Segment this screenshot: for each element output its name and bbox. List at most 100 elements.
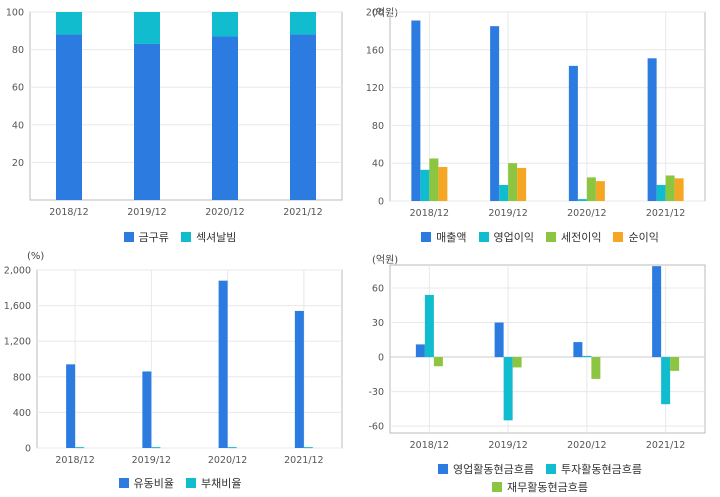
bar-투자활동현금흐름 xyxy=(503,357,513,421)
legend-top-left: 금구류 섹셔날빔 xyxy=(0,229,360,247)
y-tick-label: 30 xyxy=(372,318,384,329)
y-tick-label: 200 xyxy=(366,8,384,19)
legend-swatch xyxy=(438,464,449,474)
legend-item[interactable]: 세전이익 xyxy=(546,229,601,245)
y-tick-label: 800 xyxy=(13,372,31,383)
y-tick-label: 1,200 xyxy=(4,337,31,348)
bar-영업이익 xyxy=(499,184,509,201)
bar-금구류 xyxy=(212,36,238,200)
bar-부채비율 xyxy=(75,447,85,449)
legend-item[interactable]: 영업활동현금흐름 xyxy=(438,461,534,477)
y-tick-label: 0 xyxy=(378,197,384,208)
x-tick-label: 2019/12 xyxy=(488,440,527,451)
legend-item[interactable]: 부채비율 xyxy=(186,475,241,491)
chart-bottom-left: 0 400 800 1,200 1,600 2,000 2018/12 2019/12 2020… xyxy=(4,266,343,466)
bar-부채비율 xyxy=(227,447,237,449)
legend-item[interactable]: 재무활동현금흐름 xyxy=(492,479,588,495)
x-tick-label: 2019/12 xyxy=(127,207,166,218)
x-tick-label: 2019/12 xyxy=(132,455,171,466)
legend-swatch xyxy=(613,232,624,242)
bar-유동비율 xyxy=(218,280,228,448)
bar-유동비율 xyxy=(142,371,152,448)
y-tick-label: 60 xyxy=(372,284,384,295)
x-tick-label: 2021/12 xyxy=(284,455,323,466)
legend-bottom-left: 유동비율 부채비율 xyxy=(0,475,360,493)
y-tick-label: 80 xyxy=(12,45,24,56)
y-tick-label: 20 xyxy=(12,158,24,169)
legend-top-right: 매출액 영업이익 세전이익 순이익 xyxy=(360,229,720,247)
bar-영업이익 xyxy=(420,169,430,201)
legend-swatch xyxy=(186,478,196,488)
bar-재무활동현금흐름 xyxy=(670,357,680,371)
bar-매출액 xyxy=(490,26,500,201)
legend-item[interactable]: 금구류 xyxy=(123,229,169,245)
y-tick-label: 60 xyxy=(12,83,24,94)
bar-투자활동현금흐름 xyxy=(582,355,592,358)
unit-label-bottom-left: (%) xyxy=(27,251,45,262)
legend-swatch xyxy=(492,482,503,492)
chart-top-right: 0 40 80 120 160 200 2018/12 2019/12 2020/12 2021/… xyxy=(366,8,706,219)
chart-top-left: 20 40 60 80 100 2018/12 2019/12 2020/12 2021/12 xyxy=(6,8,343,218)
legend-label: 섹셔날빔 xyxy=(195,231,237,244)
legend-swatch xyxy=(546,464,556,474)
bar-금구류 xyxy=(56,34,82,201)
y-tick-label: 2,000 xyxy=(4,266,31,277)
y-tick-label: -30 xyxy=(368,387,384,398)
y-tick-label: 80 xyxy=(372,121,384,132)
x-tick-label: 2021/12 xyxy=(646,440,685,451)
bar-섹셔날빔 xyxy=(212,12,238,37)
x-tick-label: 2020/12 xyxy=(567,440,606,451)
y-tick-label: 100 xyxy=(6,8,24,19)
legend-item[interactable]: 섹셔날빔 xyxy=(180,229,237,245)
plot-frame xyxy=(389,264,706,434)
legend-label: 매출액 xyxy=(436,231,467,244)
chart-panel-bottom-left: (%) 0 400 800 1,200 1,600 2,000 2018/12 2019/12… xyxy=(0,248,360,496)
x-tick-label: 2018/12 xyxy=(55,455,94,466)
bar-섹셔날빔 xyxy=(290,12,316,35)
y-tick-label: 40 xyxy=(372,159,384,170)
bar-섹셔날빔 xyxy=(56,12,82,35)
bar-영업이익 xyxy=(577,199,587,201)
y-tick-label: 40 xyxy=(12,120,24,131)
legend-item[interactable]: 순이익 xyxy=(613,229,659,245)
legend-swatch xyxy=(478,232,489,242)
x-tick-label: 2021/12 xyxy=(283,207,322,218)
chart-bottom-right: -60 -30 0 30 60 2018/12 2019/12 2020/12 2021/12 xyxy=(368,264,706,451)
x-tick-label: 2018/12 xyxy=(49,207,88,218)
x-tick-label: 2020/12 xyxy=(205,207,244,218)
bar-금구류 xyxy=(290,34,316,201)
legend-label: 세전이익 xyxy=(561,231,602,244)
bar-세전이익 xyxy=(586,177,596,201)
legend-label: 영업이익 xyxy=(493,231,534,244)
legend-item[interactable]: 매출액 xyxy=(421,229,467,245)
x-tick-label: 2020/12 xyxy=(567,208,606,219)
x-tick-label: 2018/12 xyxy=(410,208,449,219)
bar-순이익 xyxy=(438,166,448,201)
bar-순이익 xyxy=(517,167,527,201)
x-tick-label: 2020/12 xyxy=(208,455,247,466)
legend-label: 영업활동현금흐름 xyxy=(453,463,534,476)
bar-매출액 xyxy=(568,65,578,202)
legend-item[interactable]: 투자활동현금흐름 xyxy=(546,461,642,477)
chart-panel-bottom-right: (억원) -60 -30 0 30 60 2018/12 2019/12 2020/12 202… xyxy=(360,248,720,496)
bar-매출액 xyxy=(647,58,657,202)
bar-영업활동현금흐름 xyxy=(573,342,583,358)
legend-label: 금구류 xyxy=(138,231,169,244)
bar-순이익 xyxy=(595,181,605,201)
bar-투자활동현금흐름 xyxy=(661,357,671,405)
y-tick-label: 160 xyxy=(366,45,384,56)
bar-금구류 xyxy=(134,43,160,201)
bar-재무활동현금흐름 xyxy=(512,357,522,368)
legend-swatch xyxy=(180,232,191,242)
bar-세전이익 xyxy=(665,175,675,201)
legend-item[interactable]: 영업이익 xyxy=(478,229,534,245)
bar-섹셔날빔 xyxy=(134,12,160,44)
bar-매출액 xyxy=(411,20,421,201)
legend-swatch xyxy=(546,232,556,242)
legend-label: 재무활동현금흐름 xyxy=(507,481,588,494)
bar-투자활동현금흐름 xyxy=(424,294,434,358)
chart-panel-top-left: 20 40 60 80 100 2018/12 2019/12 2020/12 2021/12 … xyxy=(0,0,360,250)
legend-item[interactable]: 유동비율 xyxy=(118,475,174,491)
x-tick-label: 2019/12 xyxy=(488,208,527,219)
